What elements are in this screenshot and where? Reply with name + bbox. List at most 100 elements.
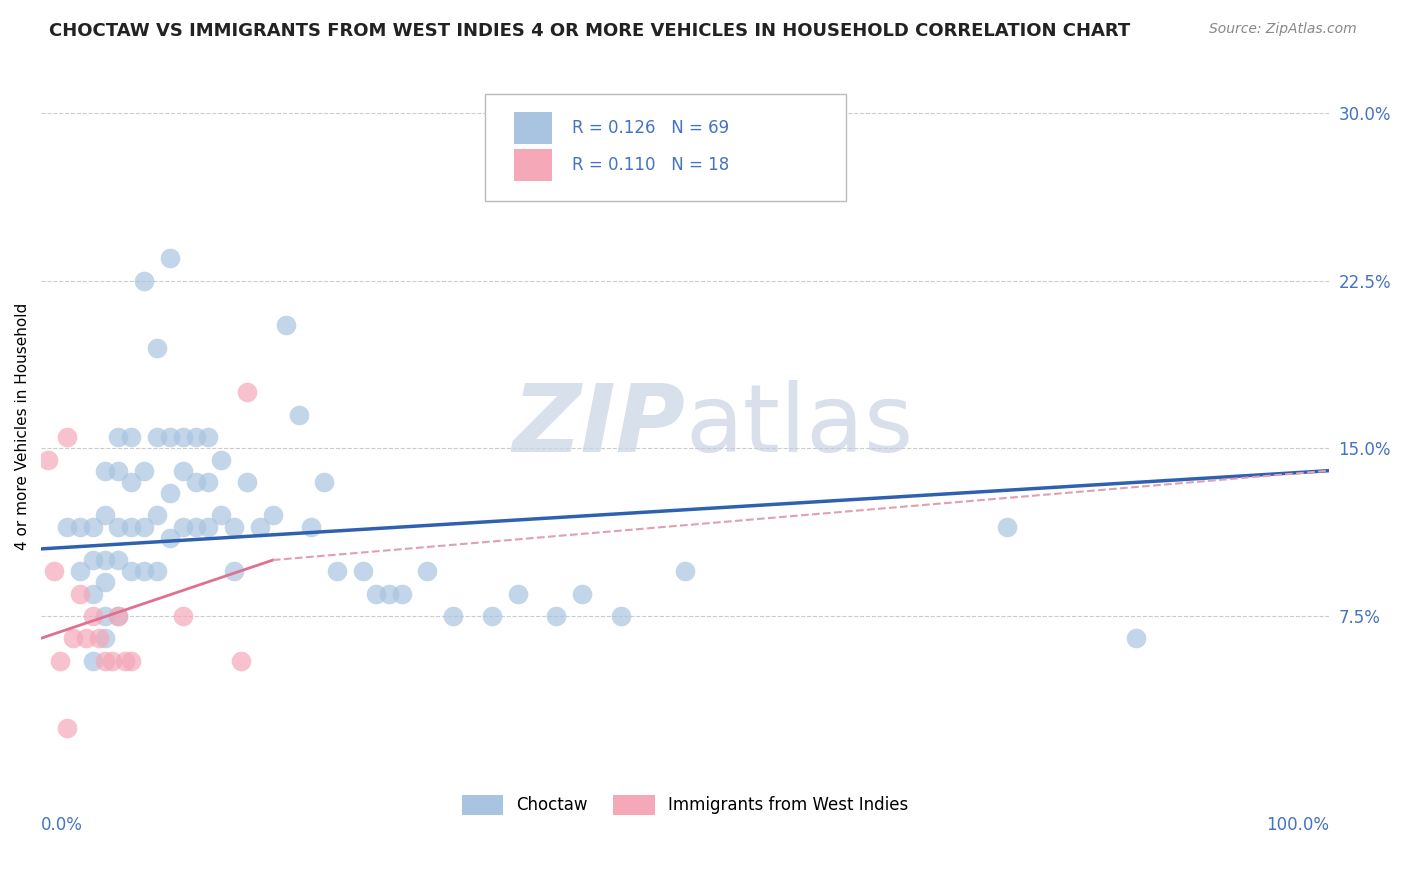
Point — [1125, 632, 1147, 646]
Point — [441, 608, 464, 623]
Point — [197, 475, 219, 489]
FancyBboxPatch shape — [485, 94, 846, 201]
Point — [82, 553, 104, 567]
Point — [107, 464, 129, 478]
Point — [546, 608, 568, 623]
Text: 0.0%: 0.0% — [41, 815, 83, 834]
Text: R = 0.126   N = 69: R = 0.126 N = 69 — [572, 119, 728, 136]
Point — [146, 564, 169, 578]
Point — [416, 564, 439, 578]
Point — [87, 632, 110, 646]
Point — [197, 430, 219, 444]
Point — [172, 464, 194, 478]
Y-axis label: 4 or more Vehicles in Household: 4 or more Vehicles in Household — [15, 302, 30, 549]
Point — [236, 475, 259, 489]
Point — [146, 341, 169, 355]
Point — [94, 608, 117, 623]
Point — [82, 519, 104, 533]
Legend: Choctaw, Immigrants from West Indies: Choctaw, Immigrants from West Indies — [454, 788, 915, 822]
Point — [82, 586, 104, 600]
Point — [69, 519, 91, 533]
Bar — [513, 112, 553, 144]
Point — [101, 654, 124, 668]
Point — [132, 274, 155, 288]
Point — [159, 430, 181, 444]
Point — [120, 564, 142, 578]
Point — [262, 508, 284, 523]
Point — [75, 632, 97, 646]
Point — [114, 654, 136, 668]
Point — [120, 654, 142, 668]
Point — [377, 586, 399, 600]
Point — [120, 475, 142, 489]
Point — [37, 452, 59, 467]
Point — [172, 608, 194, 623]
Point — [609, 608, 631, 623]
Point — [571, 586, 593, 600]
Point — [364, 586, 387, 600]
Point — [82, 654, 104, 668]
Point — [229, 654, 252, 668]
Point — [172, 519, 194, 533]
Text: R = 0.110   N = 18: R = 0.110 N = 18 — [572, 156, 728, 174]
Point — [69, 564, 91, 578]
Point — [209, 508, 232, 523]
Point — [184, 430, 207, 444]
Point — [132, 564, 155, 578]
Point — [197, 519, 219, 533]
Point — [49, 654, 72, 668]
Point — [107, 553, 129, 567]
Point — [391, 586, 413, 600]
Point — [184, 475, 207, 489]
Point — [107, 519, 129, 533]
Point — [236, 385, 259, 400]
Point — [301, 519, 323, 533]
Point — [184, 519, 207, 533]
Point — [107, 608, 129, 623]
Point — [673, 564, 696, 578]
Point — [159, 531, 181, 545]
Text: Source: ZipAtlas.com: Source: ZipAtlas.com — [1209, 22, 1357, 37]
Text: CHOCTAW VS IMMIGRANTS FROM WEST INDIES 4 OR MORE VEHICLES IN HOUSEHOLD CORRELATI: CHOCTAW VS IMMIGRANTS FROM WEST INDIES 4… — [49, 22, 1130, 40]
Point — [481, 608, 503, 623]
Point — [172, 430, 194, 444]
Point — [62, 632, 84, 646]
Point — [94, 632, 117, 646]
Point — [314, 475, 336, 489]
Point — [56, 430, 79, 444]
Point — [107, 608, 129, 623]
Point — [94, 654, 117, 668]
Point — [146, 430, 169, 444]
Text: 100.0%: 100.0% — [1265, 815, 1329, 834]
Point — [506, 586, 529, 600]
Point — [287, 408, 309, 422]
Point — [274, 318, 297, 333]
Point — [94, 464, 117, 478]
Point — [94, 508, 117, 523]
Point — [69, 586, 91, 600]
Point — [159, 486, 181, 500]
Point — [995, 519, 1018, 533]
Point — [132, 464, 155, 478]
Point — [120, 430, 142, 444]
Point — [107, 430, 129, 444]
Bar — [513, 149, 553, 181]
Point — [159, 252, 181, 266]
Point — [132, 519, 155, 533]
Point — [56, 519, 79, 533]
Text: ZIP: ZIP — [512, 380, 685, 472]
Point — [224, 564, 246, 578]
Point — [82, 608, 104, 623]
Point — [326, 564, 349, 578]
Text: atlas: atlas — [685, 380, 912, 472]
Point — [120, 519, 142, 533]
Point — [42, 564, 65, 578]
Point — [94, 553, 117, 567]
Point — [352, 564, 374, 578]
Point — [146, 508, 169, 523]
Point — [224, 519, 246, 533]
Point — [94, 575, 117, 590]
Point — [249, 519, 271, 533]
Point — [56, 721, 79, 735]
Point — [209, 452, 232, 467]
